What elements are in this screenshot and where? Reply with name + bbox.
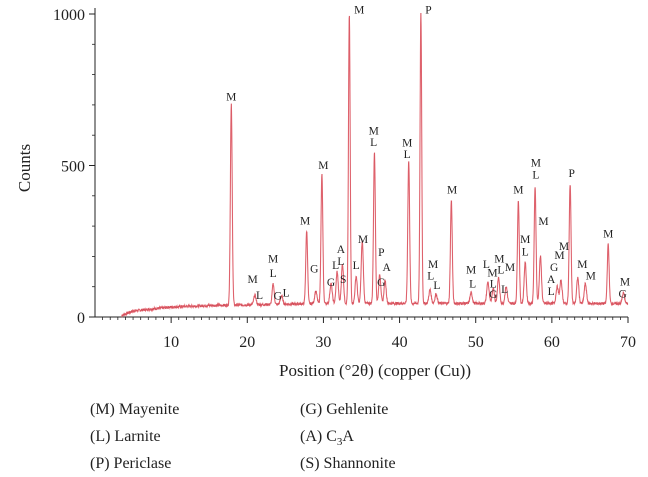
- x-tick-label: 60: [544, 334, 560, 351]
- peak-label: M: [428, 259, 438, 271]
- peak-label: L: [370, 137, 377, 149]
- x-tick-label: 50: [468, 334, 484, 351]
- peak-label: M: [505, 262, 515, 274]
- x-axis-title: Position (°2θ) (copper (Cu)): [279, 361, 471, 380]
- peak-label: M: [620, 276, 630, 288]
- peak-label: L: [433, 280, 440, 292]
- y-tick-label: 500: [61, 159, 85, 176]
- x-tick-label: 70: [620, 334, 636, 351]
- peak-label: M: [487, 267, 497, 279]
- peak-label: M: [559, 241, 569, 253]
- peak-label: G: [550, 262, 558, 274]
- legend-label: (P) Periclase: [90, 455, 172, 472]
- peak-label: P: [425, 4, 431, 16]
- legend-item-periclase: (P) Periclase: [90, 455, 171, 473]
- peak-label: M: [369, 125, 379, 137]
- peak-label: M: [513, 185, 523, 197]
- peak-label: S: [340, 274, 346, 286]
- peak-label: G: [377, 277, 385, 289]
- peak-label: A: [547, 274, 556, 286]
- legend-item-c3a: (A) C3A: [300, 428, 354, 448]
- peak-label: A: [337, 244, 346, 256]
- legend-item-larnite: (L) Larnite: [90, 428, 161, 446]
- legend-label: (G) Gehlenite: [300, 401, 389, 418]
- legend-label: (S) Shannonite: [300, 455, 396, 472]
- peak-label: M: [538, 216, 548, 228]
- peak-label: M: [226, 91, 236, 103]
- peak-label: L: [548, 286, 555, 298]
- peak-label: M: [358, 234, 368, 246]
- peak-label: M: [268, 253, 278, 265]
- peak-label: G: [489, 289, 497, 301]
- legend-item-mayenite: (M) Mayenite: [90, 401, 179, 419]
- legend-subscript: 3: [336, 436, 343, 449]
- peak-label: L: [256, 290, 263, 302]
- peak-label: L: [404, 149, 411, 161]
- peak-label: G: [327, 277, 335, 289]
- peak-label: M: [531, 157, 541, 169]
- peak-label: P: [568, 168, 574, 180]
- x-tick-label: 30: [315, 334, 331, 351]
- peak-label: M: [318, 160, 328, 172]
- axes: 10 20 30 40 50 60 70 0 500 1000: [53, 7, 636, 351]
- peak-label: L: [332, 260, 339, 272]
- peak-label: L: [270, 268, 277, 280]
- peak-label: L: [501, 284, 508, 296]
- peak-label: M: [466, 264, 476, 276]
- peak-label: M: [300, 216, 310, 228]
- y-tick-label: 0: [77, 310, 85, 327]
- legend-item-shannonite: (S) Shannonite: [300, 455, 396, 473]
- peak-label: M: [520, 234, 530, 246]
- peak-label: M: [402, 137, 412, 149]
- peak-label: L: [337, 256, 344, 268]
- peak-label: L: [483, 259, 490, 271]
- legend-label: (A) C: [300, 428, 337, 445]
- peak-label: L: [283, 288, 290, 300]
- peak-label: M: [447, 185, 457, 197]
- peak-label: L: [497, 265, 504, 277]
- legend-label: (L) Larnite: [90, 428, 161, 445]
- peak-label: G: [274, 291, 282, 303]
- peak-label: M: [247, 274, 257, 286]
- peak-label: M: [586, 271, 596, 283]
- peak-label: M: [354, 4, 364, 16]
- plot-area: [121, 12, 629, 318]
- y-axis-title: Counts: [15, 144, 34, 192]
- peak-label: L: [427, 270, 434, 282]
- peak-label: M: [577, 259, 587, 271]
- legend-label-tail: A: [342, 428, 354, 445]
- peak-label: L: [353, 260, 360, 272]
- peak-label: G: [310, 263, 318, 275]
- peak-label: L: [469, 279, 476, 291]
- x-tick-label: 10: [163, 334, 179, 351]
- peak-label: A: [382, 262, 391, 274]
- x-tick-label: 20: [239, 334, 255, 351]
- peak-label: L: [532, 170, 539, 182]
- legend-item-gehlenite: (G) Gehlenite: [300, 401, 388, 419]
- peak-label: M: [554, 250, 564, 262]
- legend-label: (M) Mayenite: [90, 401, 180, 418]
- peak-label: P: [378, 247, 384, 259]
- x-tick-label: 40: [392, 334, 408, 351]
- peak-label: G: [619, 289, 627, 301]
- peak-label: L: [522, 246, 529, 258]
- peak-label: M: [494, 253, 504, 265]
- peak-label: M: [603, 228, 613, 240]
- y-tick-label: 1000: [53, 7, 85, 24]
- diffractogram-line-core: [121, 12, 628, 317]
- peak-label: L: [490, 278, 497, 290]
